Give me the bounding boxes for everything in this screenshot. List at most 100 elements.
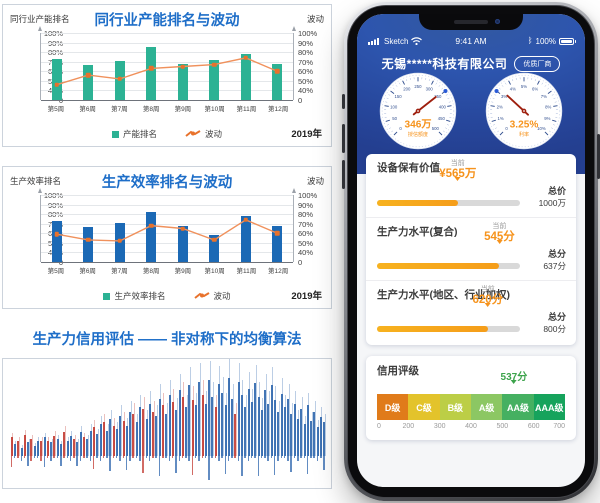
marker-arrow-icon	[454, 177, 461, 198]
gridline	[41, 33, 293, 34]
spike	[92, 427, 95, 456]
spike	[102, 422, 105, 456]
gridline	[41, 61, 293, 63]
spike	[60, 455, 62, 466]
spike	[267, 403, 270, 456]
spike	[122, 455, 125, 458]
bar	[83, 64, 94, 100]
right-axis-label: 波动	[306, 14, 324, 24]
spike	[287, 455, 289, 461]
x-tick-label: 第6周	[79, 268, 96, 275]
spike	[178, 390, 181, 456]
line-point	[243, 55, 248, 61]
spike	[158, 455, 161, 476]
line-point	[86, 72, 91, 78]
rating-tick-label: 200	[402, 423, 415, 430]
gridline	[41, 262, 293, 263]
svg-text:300: 300	[426, 87, 434, 92]
bar	[272, 63, 283, 100]
spike	[247, 455, 250, 461]
spike	[181, 455, 184, 458]
spike	[241, 455, 243, 477]
battery-percent: 100%	[535, 36, 556, 46]
spike	[171, 402, 174, 456]
current-value-marker: 当前 ¥565万	[439, 158, 476, 199]
metrics-card: 设备保有价值 当前 ¥565万 总价 1000万	[366, 154, 576, 345]
signal-icon	[368, 38, 379, 45]
gridline	[41, 71, 293, 73]
spike	[145, 418, 148, 456]
bar	[240, 54, 251, 100]
spike	[185, 455, 187, 458]
spike	[92, 455, 95, 470]
current-value-marker: 当前 545分	[484, 221, 515, 262]
spike	[145, 455, 148, 458]
spike	[171, 455, 174, 458]
spike	[10, 455, 13, 468]
gridline	[41, 52, 293, 54]
x-tick-label: 第11周	[236, 268, 257, 275]
svg-text:10%: 10%	[537, 126, 546, 131]
plot-area	[38, 188, 296, 263]
spike	[306, 455, 309, 475]
plot-area	[38, 26, 296, 101]
spike	[83, 437, 86, 456]
spike	[119, 455, 121, 461]
legend-swatch-icon	[111, 130, 119, 138]
gridline	[41, 242, 293, 244]
total-label: 总分	[547, 249, 566, 260]
left-axis-label: 生产效率排名	[10, 176, 62, 186]
interest-rate-gauge: 01% 2% 3%4% 5% 6%7% 8% 9% 10%3.25%利率	[485, 72, 563, 150]
left-axis-label: 同行业产能排名	[10, 14, 70, 24]
line-series	[41, 33, 293, 100]
x-tick-label: 第12周	[268, 106, 289, 113]
rating-segment: C级	[408, 394, 440, 420]
spike	[277, 455, 279, 461]
marker-arrow-icon	[496, 240, 503, 261]
spike	[231, 455, 233, 458]
y-tick-label: 50%	[298, 76, 314, 86]
progress-fill	[377, 263, 500, 269]
x-tick-label: 第11周	[236, 106, 257, 113]
rating-marker: 537分	[501, 372, 527, 402]
power-button	[597, 134, 600, 179]
spike	[142, 408, 145, 456]
carrier-label: Sketch	[384, 36, 409, 46]
line-point	[275, 231, 280, 236]
spike	[40, 455, 42, 461]
spike	[290, 413, 293, 456]
company-name: 无锡*****科技有限公司	[381, 57, 508, 71]
spike	[316, 427, 319, 456]
total-value: 637分	[543, 260, 566, 271]
phone-mockup: Sketch 9:41 AM ᛒ 100% 无锡*****科技有限公司 优质厂商…	[342, 2, 600, 501]
spike	[320, 455, 322, 458]
current-value-marker: 当前 620分	[472, 284, 503, 325]
spike	[313, 455, 315, 458]
spike	[300, 455, 302, 458]
current-label: 当前	[480, 285, 495, 293]
gridline	[41, 214, 293, 216]
spike	[148, 455, 151, 461]
status-bar: Sketch 9:41 AM ᛒ 100%	[368, 35, 576, 47]
quality-vendor-badge[interactable]: 优质厂商	[514, 55, 561, 72]
svg-text:200: 200	[403, 87, 411, 92]
mute-switch	[342, 94, 345, 109]
spike	[66, 440, 69, 456]
spike	[297, 418, 300, 456]
spike	[33, 455, 36, 458]
phone-notch	[419, 14, 523, 30]
spike	[53, 455, 55, 458]
spike	[69, 435, 72, 456]
spike	[20, 455, 23, 461]
spike	[158, 398, 161, 456]
y-tick-label: 40%	[298, 86, 314, 96]
spike	[201, 395, 204, 456]
svg-text:6%: 6%	[532, 87, 538, 92]
spike	[234, 413, 237, 456]
svg-text:8%: 8%	[545, 105, 551, 110]
rating-ticks: 0 200 300 400 500 600 700	[377, 423, 565, 433]
svg-text:1%: 1%	[498, 116, 504, 121]
legend: 产能排名 波动	[3, 128, 331, 140]
bar	[51, 58, 62, 100]
spike	[191, 455, 194, 476]
